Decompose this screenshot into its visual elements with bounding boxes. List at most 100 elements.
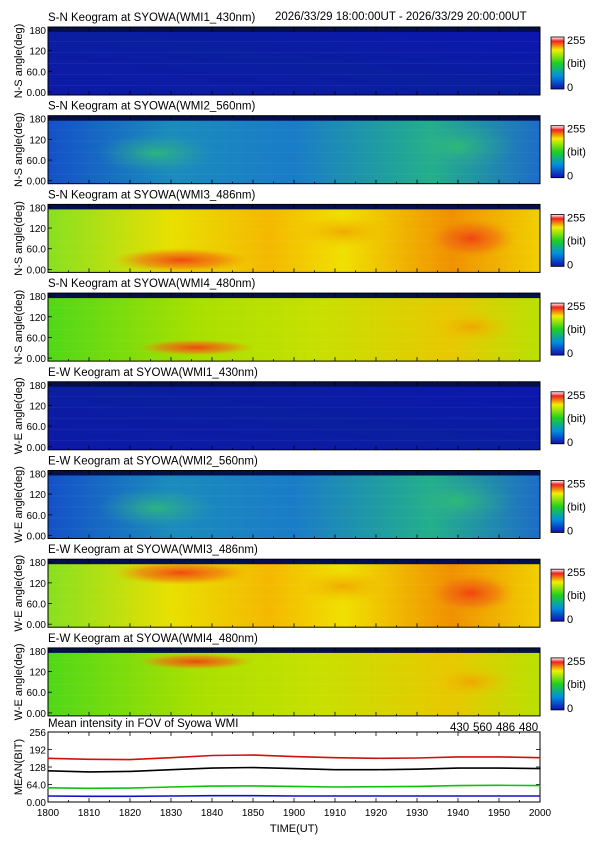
aurora-feature xyxy=(111,247,250,273)
y-tick-label: 256 xyxy=(29,728,46,739)
x-axis-label: TIME(UT) xyxy=(270,823,318,835)
keogram-stripe xyxy=(48,162,540,164)
data-point xyxy=(416,768,418,770)
y-tick-label: 0.00 xyxy=(27,620,47,631)
keogram-stripe xyxy=(48,606,540,608)
aurora-feature xyxy=(294,214,393,249)
y-tick-label: 128 xyxy=(29,763,46,774)
data-point xyxy=(375,769,377,771)
y-tick-label: 60.0 xyxy=(27,422,47,433)
x-tick-label: 1900 xyxy=(283,808,306,819)
y-axis-label: W-E angle(deg) xyxy=(13,466,25,543)
data-point xyxy=(211,767,213,769)
colorbar xyxy=(550,391,565,445)
y-axis-label: W-E angle(deg) xyxy=(13,377,25,454)
colorbar-min-label: 0 xyxy=(567,348,573,360)
x-tick-label: 1810 xyxy=(78,808,101,819)
y-tick-label: 0.00 xyxy=(27,177,47,188)
data-point xyxy=(498,784,500,786)
y-tick-label: 120 xyxy=(29,313,46,324)
aurora-feature xyxy=(426,218,516,259)
keogram-stripe xyxy=(48,406,540,408)
colorbar-unit-label: (bit) xyxy=(567,502,586,514)
colorbar-max-label: 255 xyxy=(567,567,585,579)
aurora-feature xyxy=(294,569,393,604)
keogram-panel: S-N Keogram at SYOWA(WMI3_486nm)180 120 60… xyxy=(13,189,586,276)
data-point xyxy=(47,787,49,789)
y-tick-label: 120 xyxy=(29,401,46,412)
keogram-stripe xyxy=(48,85,540,86)
y-tick-label: 180 xyxy=(29,292,46,303)
keogram-stripe xyxy=(48,140,540,142)
x-tick-label: 1920 xyxy=(365,808,388,819)
panel-title: S-N Keogram at SYOWA(WMI3_486nm) xyxy=(48,189,255,201)
x-tick-label: 1910 xyxy=(324,808,347,819)
keogram-panel: E-W Keogram at SYOWA(WMI3_486nm)180 120 60… xyxy=(13,544,586,631)
keogram-stripe xyxy=(48,251,540,253)
data-point xyxy=(498,767,500,769)
keogram-stripe xyxy=(48,240,540,242)
header-time-range: 2026/33/29 18:00:00UT - 2026/33/29 20:00… xyxy=(275,11,527,23)
data-point xyxy=(129,795,131,797)
colorbar xyxy=(550,480,565,533)
keogram-stripe xyxy=(48,694,540,696)
keogram-stripe xyxy=(48,63,540,64)
data-point xyxy=(293,795,295,797)
y-tick-label: 0.00 xyxy=(27,709,47,720)
keogram-stripe xyxy=(48,262,540,264)
y-tick-label: 180 xyxy=(29,115,46,126)
y-axis-label: N-S angle(deg) xyxy=(13,24,25,99)
keogram-stripe xyxy=(48,351,540,353)
keogram-stripe xyxy=(48,318,540,320)
keogram-stripe xyxy=(48,495,540,497)
y-tick-label: 180 xyxy=(29,647,46,658)
colorbar xyxy=(550,568,565,622)
y-axis-label: W-E angle(deg) xyxy=(13,555,25,632)
data-point xyxy=(293,768,295,770)
keogram-stripe xyxy=(48,218,540,220)
colorbar-max-label: 255 xyxy=(567,212,585,224)
data-point xyxy=(252,795,254,797)
panel-title: S-N Keogram at SYOWA(WMI2_560nm) xyxy=(48,101,255,113)
colorbar-unit-label: (bit) xyxy=(567,413,586,425)
plot-frame xyxy=(47,731,541,803)
keogram-stripe xyxy=(48,428,540,430)
data-point xyxy=(334,757,336,759)
keogram-stripe xyxy=(48,307,540,309)
data-point xyxy=(129,770,131,772)
keogram-stripe xyxy=(48,41,540,42)
keogram-stripe xyxy=(48,683,540,685)
colorbar-min-label: 0 xyxy=(567,703,573,715)
keogram-panel: S-N Keogram at SYOWA(WMI1_430nm)180 120 60… xyxy=(13,12,586,99)
y-tick-label: 60.0 xyxy=(27,511,47,522)
data-point xyxy=(211,795,213,797)
data-point xyxy=(334,769,336,771)
data-point xyxy=(129,787,131,789)
legend-label-430: 430 xyxy=(450,722,469,734)
data-point xyxy=(88,758,90,760)
aurora-feature xyxy=(111,560,250,586)
colorbar xyxy=(550,302,565,356)
y-tick-label: 64.0 xyxy=(27,781,47,792)
colorbar xyxy=(550,657,565,711)
keogram-stripe xyxy=(48,74,540,75)
data-point xyxy=(457,756,459,758)
aurora-feature xyxy=(136,653,255,670)
keogram-stripe xyxy=(48,584,540,586)
keogram-panel: S-N Keogram at SYOWA(WMI4_480nm)180 120 60… xyxy=(13,278,586,365)
colorbar-unit-label: (bit) xyxy=(567,679,586,691)
colorbar-unit-label: (bit) xyxy=(567,58,586,70)
data-point xyxy=(129,759,131,761)
keogram-stripe xyxy=(48,484,540,486)
colorbar-unit-label: (bit) xyxy=(567,590,586,602)
y-tick-label: 120 xyxy=(29,490,46,501)
keogram-stripe xyxy=(48,573,540,575)
data-point xyxy=(498,795,500,797)
data-point xyxy=(88,795,90,797)
data-point xyxy=(334,786,336,788)
panel-title: S-N Keogram at SYOWA(WMI4_480nm) xyxy=(48,278,255,290)
y-tick-label: 60.0 xyxy=(27,245,47,256)
x-tick-label: 2000 xyxy=(529,808,552,819)
data-point xyxy=(334,795,336,797)
